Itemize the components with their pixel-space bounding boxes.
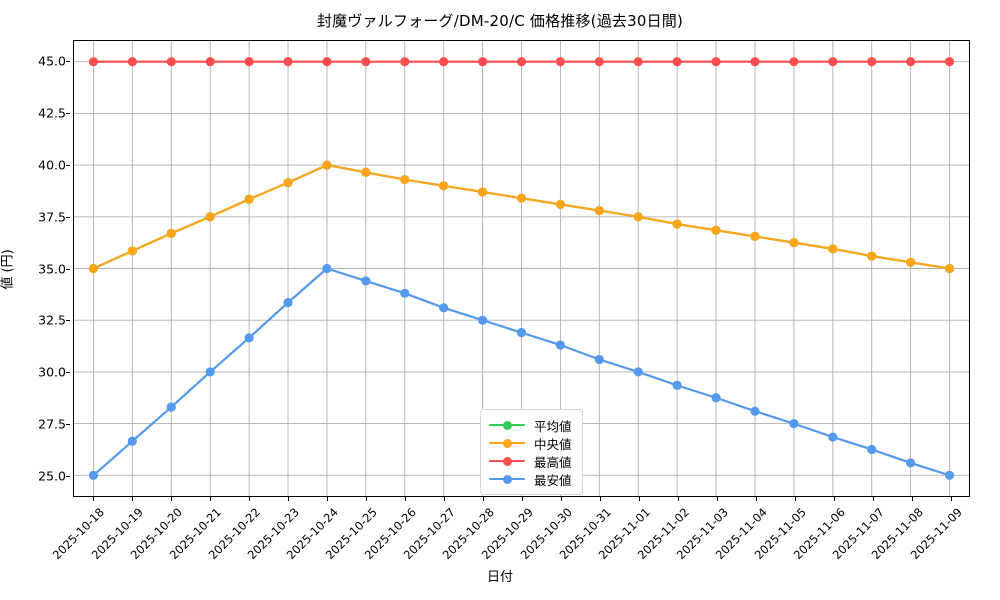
y-axis-tick-label: 30.0 — [38, 364, 66, 380]
x-axis-tick-mark — [482, 497, 484, 501]
x-axis-tick-mark — [794, 497, 796, 501]
x-axis-tick-mark — [716, 497, 718, 501]
y-axis-tick-label: 32.5 — [38, 312, 66, 328]
y-axis-tick-mark — [66, 112, 70, 114]
x-axis-tick-mark — [755, 497, 757, 501]
x-axis-tick-mark — [833, 497, 835, 501]
x-axis-tick-mark — [443, 497, 445, 501]
x-axis-tick-mark — [677, 497, 679, 501]
x-axis-tick-mark — [560, 497, 562, 501]
x-axis-tick-mark — [131, 497, 133, 501]
y-axis-tick-mark — [66, 268, 70, 270]
legend-item[interactable]: 最高値 — [489, 452, 572, 470]
legend-item[interactable]: 最安値 — [489, 470, 572, 488]
x-axis-label: 日付 — [486, 570, 513, 585]
legend-label: 最安値 — [534, 472, 572, 488]
legend-color-swatch — [489, 438, 525, 447]
chart-legend: 平均値中央値最高値最安値 — [480, 409, 583, 495]
legend-label: 中央値 — [534, 436, 572, 452]
x-axis-tick-mark — [92, 497, 94, 501]
y-axis-label: 値 (円) — [0, 249, 16, 290]
y-axis-tick-mark — [66, 320, 70, 322]
x-axis-tick-mark — [404, 497, 406, 501]
page-title: 封魔ヴァルフォーグ/DM-20/C 価格推移(過去30日間) — [316, 12, 684, 30]
y-axis-tick-mark — [66, 60, 70, 62]
legend-color-swatch — [489, 474, 525, 483]
y-axis-tick-label: 42.5 — [38, 105, 66, 121]
x-axis-tick-mark — [638, 497, 640, 501]
y-axis-tick-mark — [66, 372, 70, 374]
legend-label: 最高値 — [534, 454, 572, 470]
y-axis-tick-mark — [66, 164, 70, 166]
y-axis-tick-mark — [66, 424, 70, 426]
y-axis-tick-label: 45.0 — [38, 53, 66, 69]
x-axis-tick-mark — [365, 497, 367, 501]
y-axis-tick-mark — [66, 216, 70, 218]
x-axis-tick-mark — [287, 497, 289, 501]
y-axis-tick-label: 37.5 — [38, 209, 66, 225]
legend-item[interactable]: 平均値 — [489, 416, 572, 434]
x-axis-tick-mark — [170, 497, 172, 501]
legend-label: 平均値 — [534, 418, 572, 434]
x-axis-tick-mark — [599, 497, 601, 501]
legend-item[interactable]: 中央値 — [489, 434, 572, 452]
x-axis-tick-mark — [248, 497, 250, 501]
x-axis-tick-mark — [209, 497, 211, 501]
y-axis-tick-label: 27.5 — [38, 416, 66, 432]
x-axis-tick-mark — [911, 497, 913, 501]
x-axis-tick-mark — [872, 497, 874, 501]
x-axis-tick-mark — [950, 497, 952, 501]
x-axis-tick-mark — [521, 497, 523, 501]
y-axis-tick-label: 35.0 — [38, 261, 66, 276]
legend-color-swatch — [489, 420, 525, 429]
x-axis-tick-labels: 2025-10-18 2025-10-19 2025-10-20 2025-10-21… — [49, 497, 970, 587]
data-series-layer — [88, 57, 955, 480]
y-axis-tick-label: 40.0 — [38, 157, 66, 173]
legend-color-swatch — [489, 456, 525, 465]
y-axis-tick-labels: 25.0 27.5 30.0 32.5 35.0 37.5 40.0 42.5 45.0 — [0, 40, 70, 497]
y-axis-tick-label: 25.0 — [38, 468, 66, 484]
y-axis-tick-mark — [66, 476, 70, 478]
x-axis-tick-mark — [326, 497, 328, 501]
